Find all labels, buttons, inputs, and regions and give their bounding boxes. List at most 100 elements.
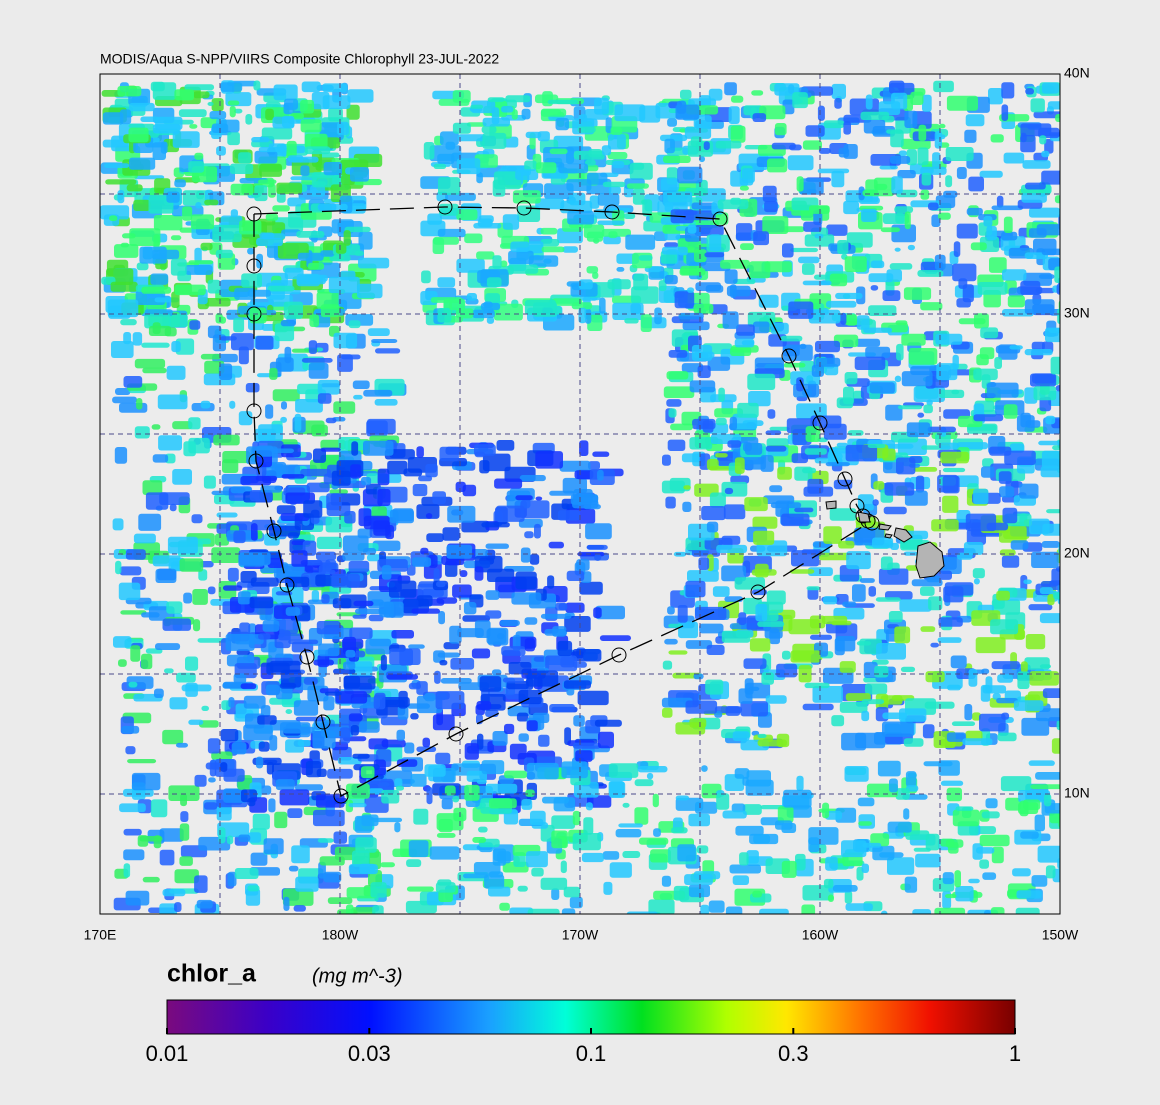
chlorophyll-patch — [333, 332, 358, 349]
chlorophyll-patch — [479, 460, 490, 474]
chlorophyll-patch — [438, 889, 453, 902]
chlorophyll-patch — [765, 695, 787, 704]
chlorophyll-patch — [896, 343, 904, 361]
chlorophyll-patch — [398, 690, 408, 709]
chlorophyll-patch — [774, 123, 787, 136]
chlorophyll-patch — [192, 589, 208, 605]
chlorophyll-patch — [716, 544, 748, 553]
chlorophyll-patch — [900, 666, 916, 672]
chlorophyll-patch — [155, 643, 181, 650]
x-tick-label: 160W — [802, 927, 839, 943]
chlorophyll-patch — [307, 262, 325, 270]
y-tick-label: 20N — [1064, 545, 1090, 561]
chlorophyll-patch — [988, 88, 1003, 105]
chlorophyll-patch — [952, 263, 977, 282]
chlorophyll-patch — [370, 882, 387, 898]
chlorophyll-patch — [685, 580, 706, 598]
chlorophyll-patch — [722, 311, 739, 329]
chlorophyll-patch — [701, 765, 708, 772]
chlorophyll-patch — [581, 852, 604, 863]
chlorophyll-patch — [869, 382, 895, 394]
chlorophyll-patch — [295, 716, 326, 722]
chlorophyll-patch — [526, 720, 538, 732]
chlorophyll-patch — [868, 586, 876, 597]
chlorophyll-patch — [997, 674, 1013, 683]
chlorophyll-patch — [1001, 104, 1009, 121]
chlorophyll-patch — [908, 348, 938, 365]
chlorophyll-patch — [887, 857, 915, 875]
chlorophyll-patch — [976, 354, 989, 366]
chlorophyll-patch — [535, 496, 543, 501]
chlorophyll-patch — [825, 856, 838, 871]
chlorophyll-patch — [518, 733, 529, 742]
chlorophyll-patch — [535, 451, 563, 469]
chlorophyll-patch — [267, 558, 284, 568]
chlorophyll-patch — [633, 273, 649, 291]
chlorophyll-patch — [841, 840, 867, 858]
chlorophyll-patch — [521, 108, 531, 120]
chlorophyll-patch — [962, 284, 974, 303]
chlorophyll-patch — [327, 768, 353, 779]
chlorophyll-patch — [313, 659, 334, 666]
chlorophyll-patch — [300, 468, 332, 477]
chlorophyll-patch — [352, 380, 370, 389]
chlorophyll-patch — [247, 885, 260, 892]
chlorophyll-patch — [831, 620, 852, 626]
chlorophyll-patch — [343, 675, 376, 690]
chlorophyll-patch — [575, 750, 593, 762]
chlorophyll-patch — [497, 851, 511, 864]
chlorophyll-patch — [956, 167, 967, 179]
chlorophyll-patch — [567, 210, 594, 225]
chlorophyll-patch — [899, 599, 932, 612]
chlorophyll-patch — [648, 899, 675, 914]
chlorophyll-patch — [209, 759, 217, 777]
chlorophyll-patch — [317, 203, 348, 211]
chlorophyll-patch — [865, 683, 888, 695]
chlorophyll-patch — [749, 261, 771, 279]
chlorophyll-patch — [471, 648, 491, 659]
chlorophyll-patch — [671, 827, 688, 834]
chlorophyll-patch — [708, 88, 723, 101]
chlorophyll-patch — [560, 860, 567, 874]
chlorophyll-patch — [1009, 345, 1023, 350]
chlorophyll-patch — [361, 476, 372, 486]
chlorophyll-patch — [904, 110, 918, 128]
chlorophyll-patch — [313, 448, 326, 463]
chlorophyll-patch — [770, 322, 789, 335]
chlorophyll-patch — [616, 267, 625, 272]
chlorophyll-patch — [1055, 114, 1060, 122]
chlorophyll-patch — [123, 828, 142, 836]
chlorophyll-patch — [271, 587, 304, 604]
chlorophyll-patch — [734, 338, 755, 348]
chlorophyll-patch — [980, 684, 991, 702]
chlorophyll-patch — [424, 764, 446, 777]
chlorophyll-patch — [1024, 252, 1048, 259]
chlorophyll-patch — [1001, 712, 1010, 720]
chlorophyll-patch — [174, 902, 182, 912]
chlorophyll-patch — [503, 136, 519, 148]
chlorophyll-patch — [327, 897, 353, 904]
chlorophyll-patch — [1056, 719, 1060, 731]
chlorophyll-patch — [609, 862, 632, 878]
chlorophyll-patch — [1004, 450, 1036, 465]
chlorophyll-patch — [677, 166, 703, 184]
chlorophyll-patch — [839, 661, 856, 673]
chlorophyll-patch — [335, 691, 368, 704]
chlorophyll-patch — [740, 243, 754, 250]
chlorophyll-patch — [540, 613, 572, 619]
chlorophyll-patch — [141, 612, 160, 618]
chlorophyll-patch — [249, 490, 273, 502]
chlorophyll-patch — [845, 444, 878, 462]
chlorophyll-patch — [658, 280, 667, 292]
chlorophyll-patch — [346, 104, 360, 120]
chlorophyll-patch — [634, 807, 649, 825]
chlorophyll-patch — [903, 808, 910, 820]
chlorophyll-patch — [112, 518, 124, 531]
chlorophyll-patch — [845, 314, 858, 326]
chlorophyll-patch — [877, 760, 901, 777]
chlorophyll-patch — [712, 586, 730, 597]
chlorophyll-patch — [551, 815, 576, 829]
chlorophyll-patch — [227, 100, 240, 106]
chlorophyll-patch — [653, 828, 661, 837]
chlorophyll-patch — [530, 810, 546, 826]
